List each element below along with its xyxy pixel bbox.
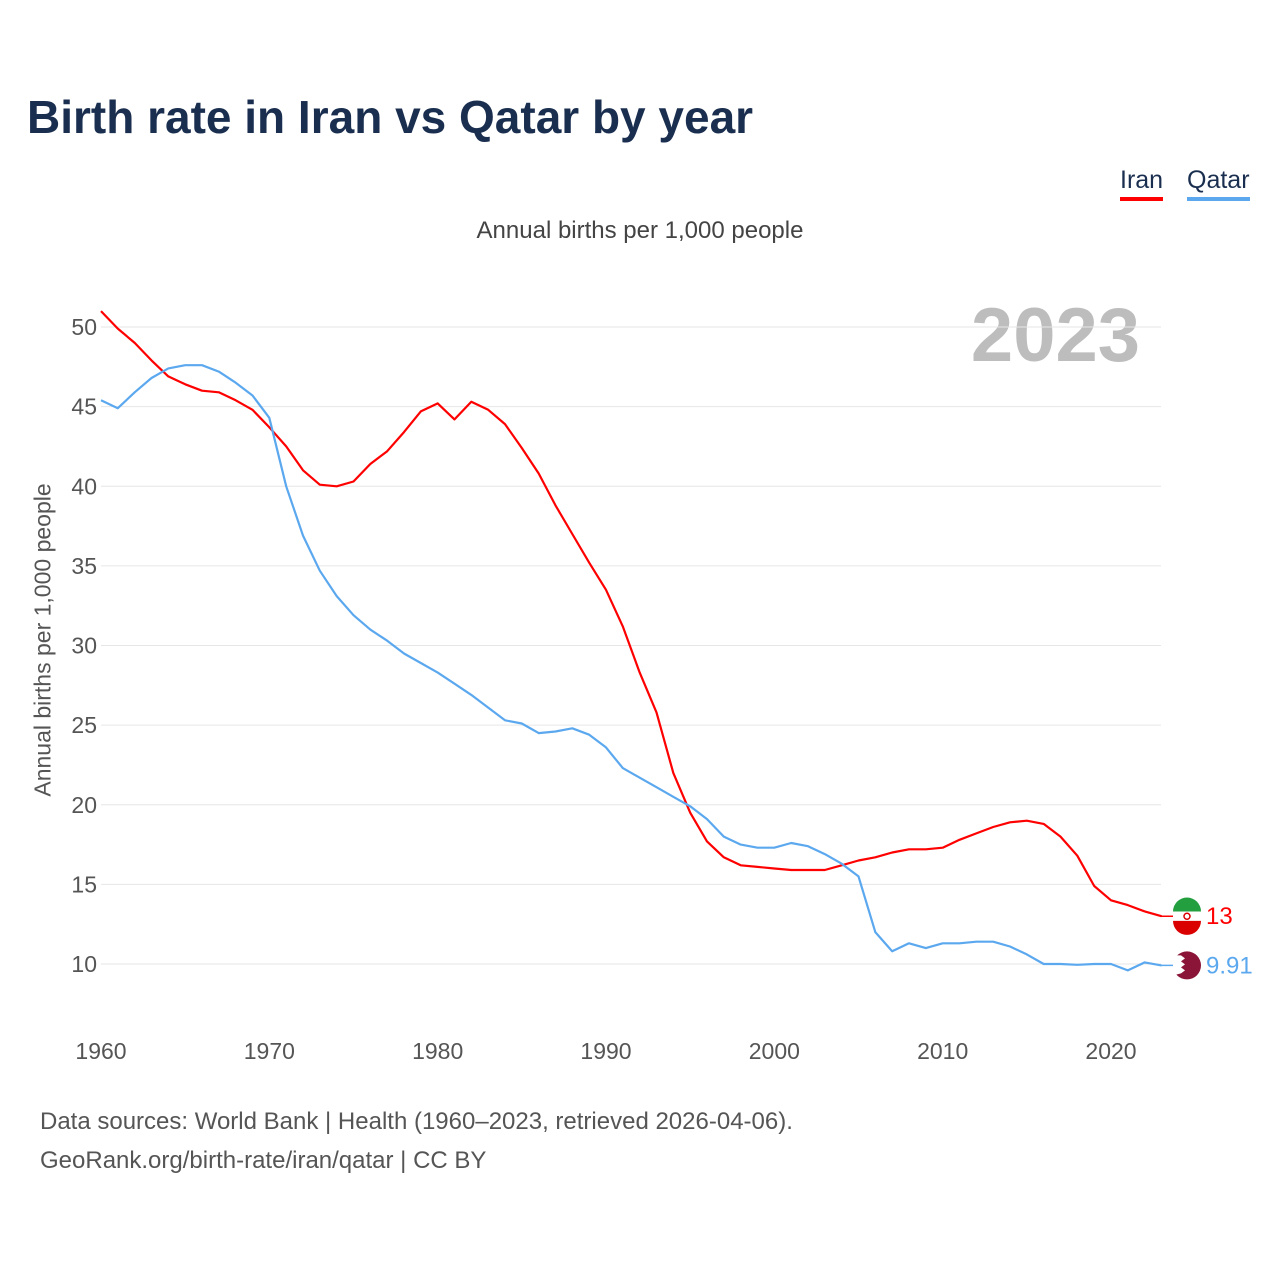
end-value-label-qatar: 9.91 bbox=[1206, 952, 1253, 979]
iran-flag-red bbox=[1173, 920, 1201, 935]
legend-iran[interactable]: Iran bbox=[1120, 166, 1164, 201]
y-tick-label: 45 bbox=[71, 394, 97, 420]
x-tick-label: 1970 bbox=[244, 1038, 295, 1064]
y-tick-label: 40 bbox=[71, 473, 97, 499]
footer-sources: Data sources: World Bank | Health (1960–… bbox=[40, 1108, 793, 1135]
x-tick-label: 1980 bbox=[412, 1038, 463, 1064]
year-label: 2023 bbox=[970, 293, 1140, 378]
y-tick-label: 35 bbox=[71, 553, 97, 579]
x-tick-label: 2010 bbox=[917, 1038, 968, 1064]
y-tick-label: 30 bbox=[71, 633, 97, 659]
y-tick-label: 15 bbox=[71, 871, 97, 897]
y-tick-label: 50 bbox=[71, 314, 97, 340]
y-tick-label: 25 bbox=[71, 712, 97, 738]
end-value-label-iran: 13 bbox=[1206, 903, 1233, 930]
iran-flag-green bbox=[1173, 897, 1201, 912]
footer-attribution[interactable]: GeoRank.org/birth-rate/iran/qatar | CC B… bbox=[40, 1147, 487, 1174]
chart-subtitle: Annual births per 1,000 people bbox=[476, 217, 804, 244]
legend-qatar[interactable]: Qatar bbox=[1187, 166, 1250, 201]
x-tick-label: 2020 bbox=[1085, 1038, 1136, 1064]
chart-title: Birth rate in Iran vs Qatar by year bbox=[27, 91, 754, 143]
series-line-iran bbox=[100, 310, 1162, 918]
x-tick-label: 1990 bbox=[580, 1038, 631, 1064]
y-tick-label: 10 bbox=[71, 951, 97, 977]
y-tick-label: 20 bbox=[71, 792, 97, 818]
x-tick-label: 2000 bbox=[749, 1038, 800, 1064]
x-tick-label: 1960 bbox=[75, 1038, 126, 1064]
qatar-flag-serration bbox=[1173, 955, 1185, 976]
series-line-qatar bbox=[100, 364, 1162, 972]
iran-flag-emblem bbox=[1183, 912, 1191, 920]
